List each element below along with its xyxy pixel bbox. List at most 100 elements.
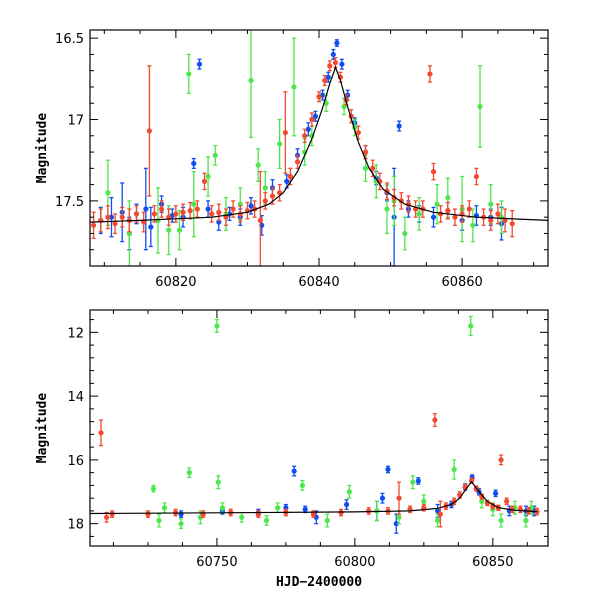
data-point (330, 51, 336, 58)
data-point (291, 84, 297, 90)
data-point (435, 517, 441, 524)
data-point (346, 489, 352, 495)
data-point (430, 169, 437, 175)
top-panel: 60820 60840 60860 16.5 17 17.5 Magnitude (35, 29, 549, 290)
data-point (468, 478, 475, 484)
data-point (105, 214, 111, 220)
data-point (282, 129, 288, 136)
data-point (230, 206, 236, 212)
data-point (509, 221, 515, 227)
data-point (257, 217, 263, 224)
data-point (427, 71, 433, 77)
data-point (339, 61, 345, 67)
data-point (468, 323, 474, 329)
data-point (504, 498, 510, 504)
data-point (332, 59, 339, 66)
data-point (477, 103, 483, 110)
bottom-panel: 60750 60800 60850 12 14 16 18 Magnitude HJD−2400… (35, 309, 549, 590)
data-point (432, 417, 438, 423)
y-tick-label: 17 (67, 114, 84, 129)
data-point (294, 159, 301, 165)
data-point (495, 211, 501, 217)
x-tick-label: 60820 (155, 275, 196, 290)
data-point (316, 94, 322, 100)
data-point (473, 173, 480, 180)
data-point (119, 214, 125, 220)
series-0 (98, 39, 505, 266)
data-point (275, 505, 281, 511)
data-point (277, 141, 283, 147)
data-point (103, 514, 110, 520)
data-point (445, 195, 451, 201)
data-point (148, 224, 154, 230)
y-tick-label: 16 (67, 454, 84, 469)
data-point (488, 217, 494, 224)
data-point (396, 495, 402, 501)
data-point (108, 214, 115, 220)
data-point (370, 165, 376, 171)
data-point (215, 479, 221, 485)
data-point (325, 74, 331, 80)
data-point (209, 211, 215, 217)
data-point (187, 208, 193, 214)
y-tick-label: 18 (67, 518, 84, 533)
x-tick-label: 60800 (334, 555, 375, 570)
data-point (310, 511, 317, 517)
data-point (287, 173, 293, 180)
data-point (109, 511, 115, 517)
data-point (362, 165, 369, 171)
series-2 (90, 57, 515, 266)
data-point (269, 193, 276, 199)
data-point (133, 211, 140, 217)
data-point (212, 152, 218, 158)
data-point (437, 511, 443, 517)
data-point (263, 517, 270, 524)
data-point (302, 506, 308, 512)
data-point (178, 511, 184, 517)
data-point (488, 201, 494, 207)
x-tick-label: 60850 (472, 555, 513, 570)
data-point (146, 128, 152, 134)
plot-area (90, 30, 548, 266)
data-point (90, 222, 97, 228)
y-tick-label: 16.5 (55, 32, 84, 47)
data-point (145, 511, 151, 517)
data-point (262, 185, 268, 191)
data-point (255, 162, 261, 168)
data-point (176, 227, 183, 233)
plot-area (90, 315, 540, 534)
data-point (150, 485, 157, 492)
data-point (305, 126, 311, 132)
data-point (284, 178, 290, 184)
data-point (205, 173, 211, 180)
data-point (158, 206, 165, 212)
data-point (385, 466, 391, 473)
data-point (291, 468, 297, 474)
model-curve (90, 65, 548, 223)
data-point (186, 470, 192, 476)
data-point (191, 201, 197, 207)
data-point (421, 498, 427, 504)
data-point (161, 505, 168, 511)
data-point (327, 63, 333, 69)
data-point (201, 178, 208, 184)
data-point (322, 77, 328, 84)
data-point (434, 201, 440, 207)
data-point (309, 116, 315, 123)
data-point (262, 198, 268, 204)
data-point (393, 521, 399, 527)
data-point (384, 206, 390, 212)
data-point (98, 430, 104, 436)
data-point (396, 123, 402, 129)
data-point (248, 203, 254, 209)
data-point (248, 77, 254, 84)
y-tick-label: 14 (67, 390, 84, 405)
data-point (492, 490, 499, 496)
data-point (355, 129, 361, 136)
data-point (479, 498, 485, 504)
data-point (523, 517, 529, 524)
data-point (143, 206, 149, 212)
data-point (430, 214, 437, 220)
series-1 (150, 315, 535, 530)
